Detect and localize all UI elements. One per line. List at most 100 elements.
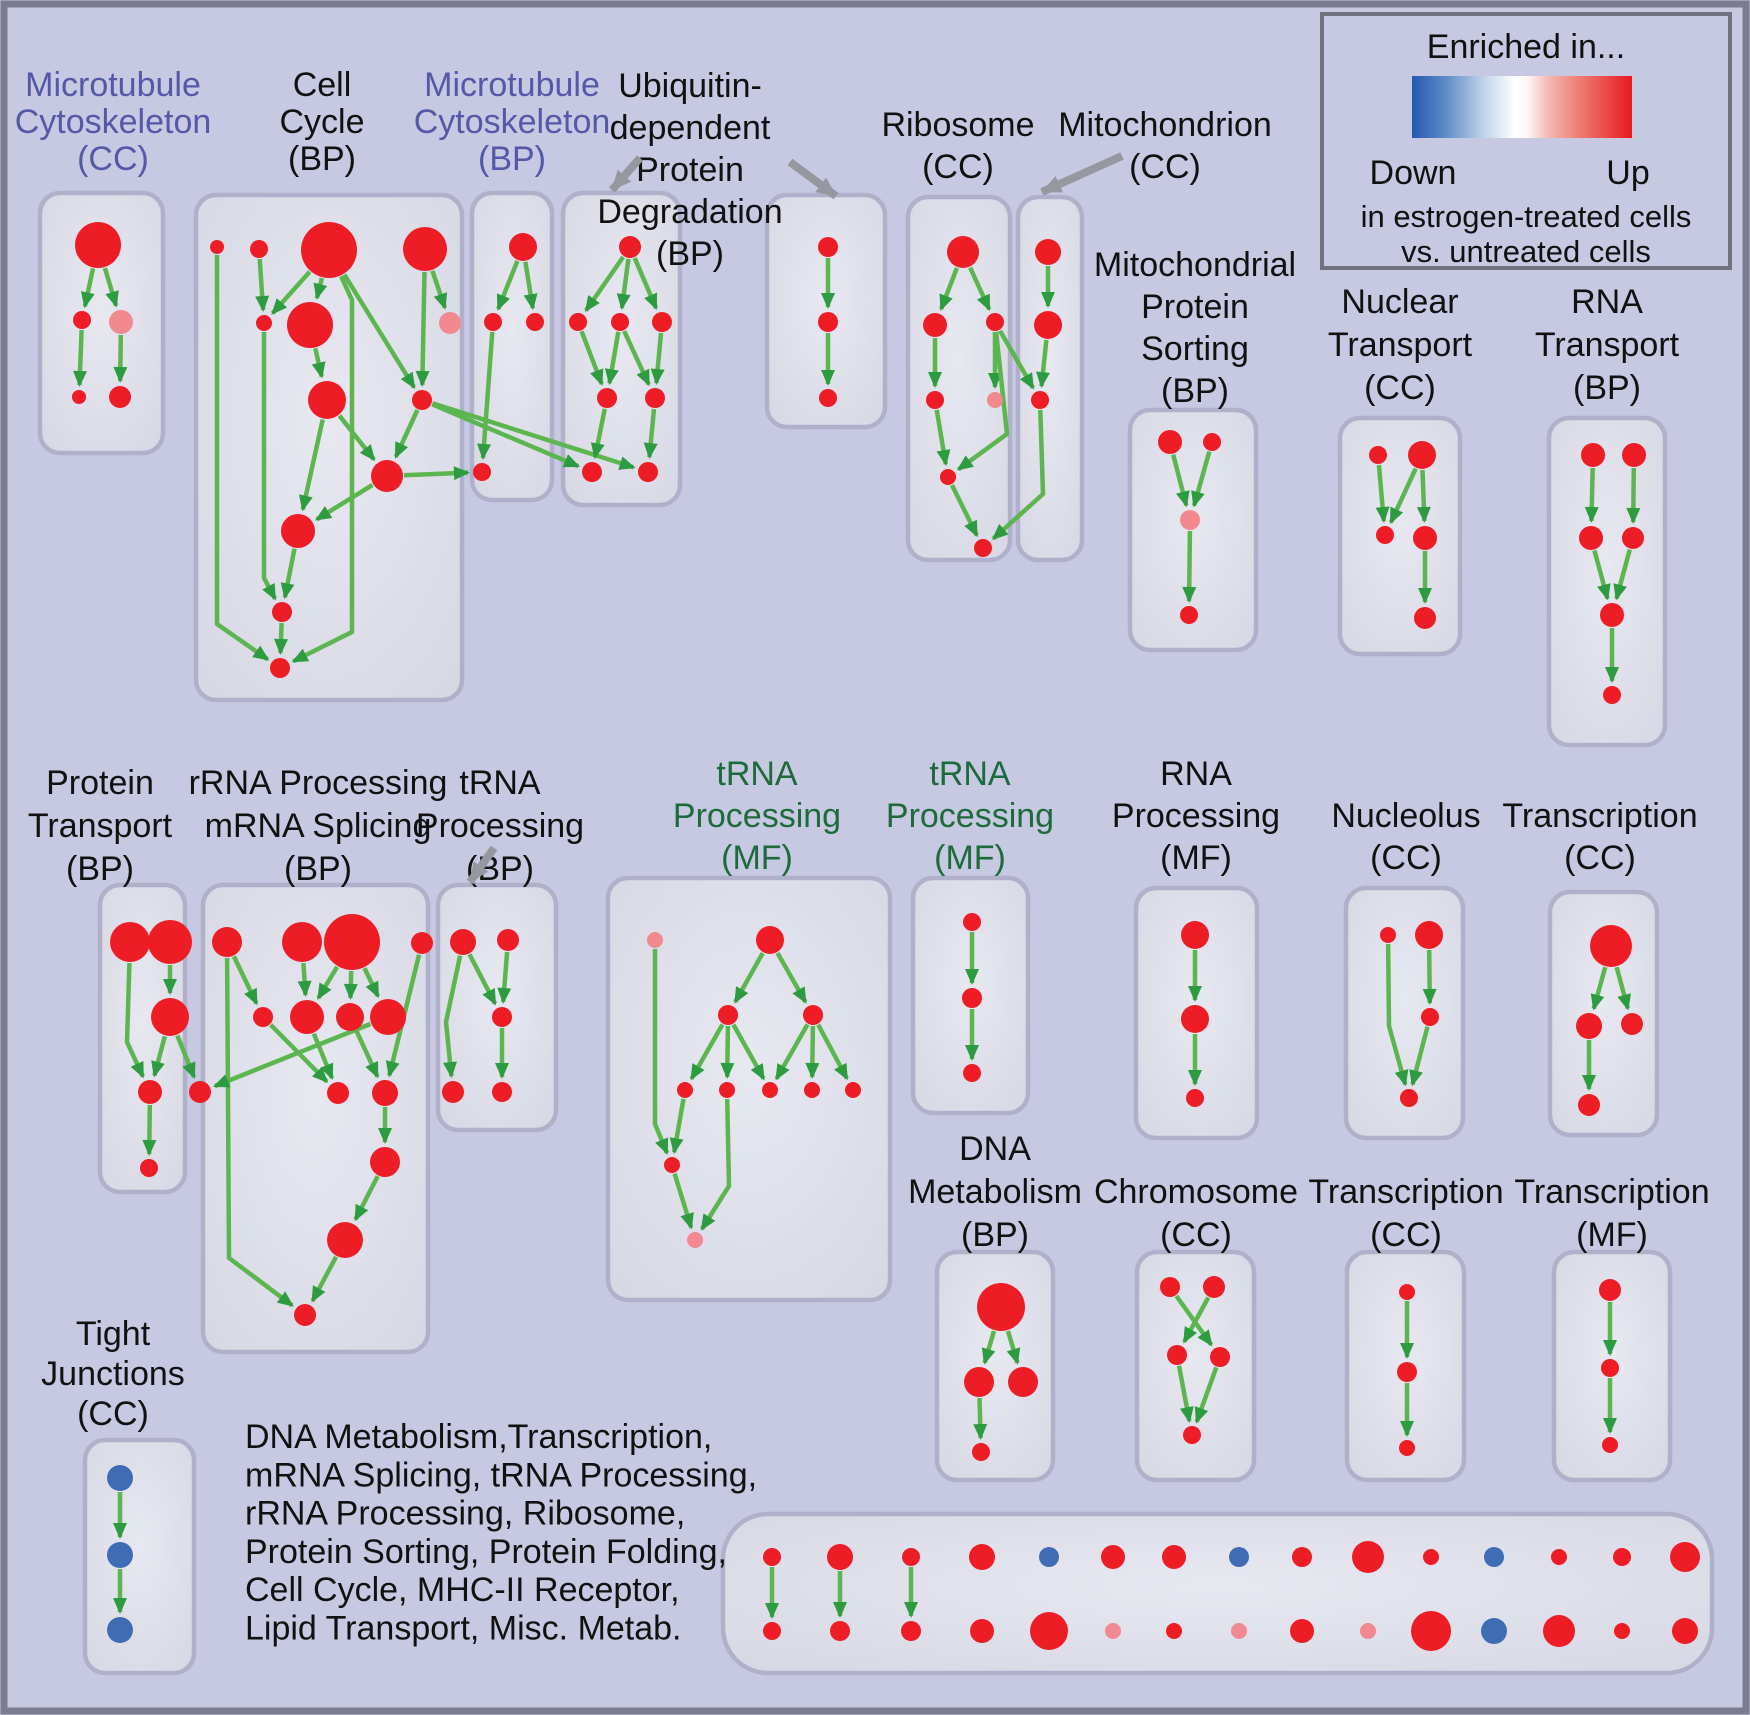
- go-term-node: [1181, 1005, 1209, 1033]
- go-term-node: [210, 240, 224, 254]
- edge-arrow: [652, 949, 670, 1155]
- label-mc-cc-line-1: Microtubule: [25, 66, 201, 104]
- edge-arrow: [981, 1330, 997, 1365]
- label-ribosome-line-1: Ribosome: [881, 106, 1034, 144]
- label-mc-cc-line-3: (CC): [77, 140, 149, 178]
- edge-arrow: [1422, 949, 1437, 1005]
- edge-arrow: [622, 330, 651, 387]
- legend-subtitle-2: vs. untreated cells: [1401, 234, 1651, 269]
- label-mc-bp-line-2: Cytoskeleton: [414, 103, 611, 141]
- go-term-node: [763, 1622, 781, 1640]
- go-term-node: [1158, 430, 1182, 454]
- go-term-node: [110, 922, 150, 962]
- go-term-node: [75, 222, 121, 268]
- go-term-node: [582, 462, 602, 482]
- go-term-node: [1292, 1547, 1312, 1567]
- label-chromosome-line-2: (CC): [1160, 1216, 1232, 1254]
- label-chromosome-line-1: Chromosome: [1094, 1173, 1298, 1211]
- go-term-node: [1167, 1345, 1187, 1365]
- go-term-node: [963, 913, 981, 931]
- edge-arrow: [689, 1023, 725, 1081]
- go-term-node: [1180, 606, 1198, 624]
- go-term-node: [1600, 603, 1624, 627]
- go-term-node: [827, 1544, 853, 1570]
- cluster-box-mitochondrion-cc: [1015, 194, 1085, 563]
- edge-arrow: [523, 261, 538, 311]
- label-trna-mf-1-line-3: (MF): [721, 839, 793, 877]
- label-cell-cycle-line-2: Cycle: [279, 103, 364, 141]
- edge-arrow: [584, 255, 626, 313]
- go-term-node: [212, 927, 242, 957]
- go-term-node: [336, 1003, 364, 1031]
- edge-arrow: [1584, 467, 1599, 523]
- go-term-node: [964, 1367, 994, 1397]
- label-dna-metabolism-line-1: DNA: [959, 1130, 1031, 1168]
- go-term-node: [1614, 1623, 1630, 1639]
- go-term-node: [1352, 1541, 1384, 1573]
- go-term-node: [664, 1157, 680, 1173]
- edge-arrow: [1171, 454, 1190, 508]
- go-term-node: [442, 1081, 464, 1103]
- go-term-node: [830, 1621, 850, 1641]
- edge-arrow: [337, 414, 376, 462]
- cluster-box-misc-strip: [720, 1511, 1715, 1676]
- go-term-node: [963, 1064, 981, 1082]
- label-misc-list-line-4: Protein Sorting, Protein Folding,: [245, 1533, 727, 1571]
- go-term-node: [107, 1542, 133, 1568]
- label-ubiquitin-line-2: dependent: [610, 109, 771, 147]
- label-transcription-mf-line-1: Transcription: [1514, 1173, 1709, 1211]
- go-term-node: [1160, 1277, 1180, 1297]
- go-term-node: [901, 1621, 921, 1641]
- label-misc-list-line-2: mRNA Splicing, tRNA Processing,: [245, 1456, 757, 1494]
- go-term-node: [1180, 510, 1200, 530]
- edge-arrow: [496, 260, 520, 311]
- edge-arrow: [1385, 943, 1409, 1087]
- label-mito-sort-line-3: Sorting: [1141, 330, 1249, 368]
- edge-arrow: [342, 273, 417, 390]
- edge-arrow: [1626, 467, 1641, 524]
- edge-arrow: [938, 267, 960, 311]
- go-term-node: [287, 302, 333, 348]
- label-nuclear-transport-line-1: Nuclear: [1341, 283, 1458, 321]
- label-trna-mf-2-line-3: (MF): [934, 839, 1006, 877]
- go-term-node: [256, 315, 272, 331]
- label-dna-metabolism-line-2: Metabolism: [908, 1173, 1082, 1211]
- go-term-node: [619, 236, 641, 258]
- edge-arrow: [650, 332, 665, 386]
- edge-arrow: [1416, 469, 1431, 523]
- go-term-node: [1399, 1284, 1415, 1300]
- go-term-node: [970, 1619, 994, 1643]
- annotation-arrow-2: [787, 158, 839, 200]
- go-term-node: [1590, 925, 1632, 967]
- label-rrna-mrna-line-3: (BP): [284, 850, 352, 888]
- go-term-node: [370, 999, 406, 1035]
- go-term-node: [450, 929, 476, 955]
- go-term-node: [1183, 1426, 1201, 1444]
- go-term-node: [1035, 239, 1061, 265]
- label-ubiquitin-line-3: Protein: [636, 151, 744, 189]
- edge-arrow: [604, 331, 621, 386]
- edge-arrow: [1005, 1330, 1021, 1365]
- cluster-box-rrna-mrna-bp: [200, 882, 431, 1355]
- go-term-node: [370, 1147, 400, 1177]
- edge-arrow: [1176, 1365, 1194, 1424]
- edge-arrow: [415, 271, 430, 387]
- edge-arrow: [443, 955, 463, 1079]
- cluster-box-mito-protein-sorting: [1127, 407, 1259, 653]
- go-term-node: [947, 236, 979, 268]
- label-tight-junctions-line-3: (CC): [77, 1395, 149, 1433]
- legend-down-label: Down: [1370, 154, 1457, 192]
- go-term-node: [403, 227, 447, 271]
- go-term-node: [845, 1082, 861, 1098]
- go-term-node: [1210, 1347, 1230, 1367]
- go-term-node: [509, 233, 537, 261]
- edge-arrow: [956, 331, 1010, 472]
- label-mito-sort-line-2: Protein: [1141, 288, 1249, 326]
- label-nuclear-transport-line-2: Transport: [1328, 326, 1473, 364]
- go-term-node: [272, 602, 292, 622]
- legend-gradient-bar: [1412, 76, 1632, 138]
- edge-arrow: [274, 622, 289, 655]
- go-term-node: [1186, 1089, 1204, 1107]
